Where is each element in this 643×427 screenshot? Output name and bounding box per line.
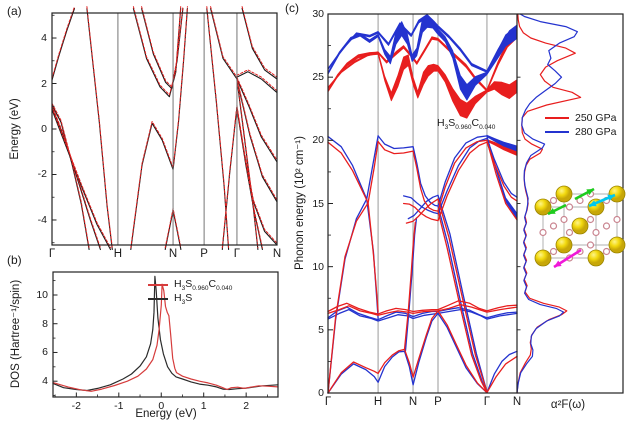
s-atom	[571, 217, 589, 235]
h-atom	[539, 228, 547, 237]
s-atom	[608, 236, 626, 254]
h-atom	[586, 241, 595, 249]
h-atom	[549, 247, 558, 256]
h-atom	[565, 203, 574, 211]
h-atom	[560, 215, 568, 224]
s-atom	[534, 249, 552, 267]
s-atom	[534, 198, 552, 216]
h-atom	[602, 222, 611, 230]
h-atom	[586, 215, 595, 224]
s-atom	[608, 185, 626, 203]
crystal-structure-inset	[534, 185, 626, 269]
h-atom	[549, 196, 558, 205]
h-atom	[592, 228, 600, 237]
s-atom	[555, 236, 573, 254]
h-atom	[613, 215, 621, 224]
s-atom	[555, 185, 573, 203]
s-atom	[587, 249, 605, 267]
h-atom	[565, 228, 574, 237]
h-atom	[602, 247, 611, 256]
h-atom	[549, 222, 558, 230]
